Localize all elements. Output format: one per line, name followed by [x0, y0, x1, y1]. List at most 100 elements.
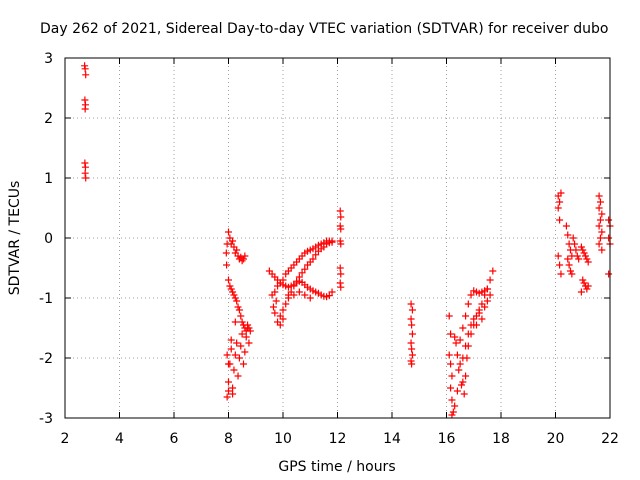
data-point-marker: [234, 303, 242, 311]
data-point-marker: [282, 300, 290, 308]
data-point-marker: [596, 216, 604, 224]
y-tick-labels: -3 -2 -1 0 1 2 3: [39, 51, 53, 427]
data-point-marker: [231, 294, 239, 302]
data-point-marker: [470, 315, 478, 323]
data-point-marker: [556, 216, 564, 224]
data-point-marker: [455, 366, 463, 374]
data-point-marker: [234, 372, 242, 380]
y-tick-label: 1: [44, 171, 53, 187]
y-tick-label: 2: [44, 111, 53, 127]
data-point-marker: [336, 207, 344, 215]
data-point-marker: [407, 315, 415, 323]
x-tick-label: 16: [438, 431, 456, 447]
data-point-marker: [82, 174, 90, 182]
data-point-marker: [595, 192, 603, 200]
data-point-marker: [271, 288, 279, 296]
data-point-marker: [565, 261, 573, 269]
data-point-marker: [226, 282, 234, 290]
data-points: [81, 62, 614, 419]
data-point-marker: [448, 396, 456, 404]
data-point-marker: [301, 291, 309, 299]
data-point-marker: [328, 237, 336, 245]
data-point-marker: [605, 216, 613, 224]
data-point-marker: [573, 252, 581, 260]
data-point-marker: [554, 252, 562, 260]
data-point-marker: [279, 315, 287, 323]
data-point-marker: [452, 339, 460, 347]
data-point-marker: [336, 264, 344, 272]
data-point-marker: [580, 249, 588, 257]
x-tick-label: 6: [170, 431, 179, 447]
data-point-marker: [276, 321, 284, 329]
data-point-marker: [309, 255, 317, 263]
data-point-marker: [598, 210, 606, 218]
data-point-marker: [279, 306, 287, 314]
data-point-marker: [447, 330, 455, 338]
data-point-marker: [449, 408, 457, 416]
data-point-marker: [237, 342, 245, 350]
data-point-marker: [448, 372, 456, 380]
data-point-marker: [445, 351, 453, 359]
data-point-marker: [459, 324, 467, 332]
data-point-marker: [223, 393, 231, 401]
data-point-marker: [229, 390, 237, 398]
data-point-marker: [337, 213, 345, 221]
data-point-marker: [325, 292, 333, 300]
data-point-marker: [238, 318, 246, 326]
data-point-marker: [231, 318, 239, 326]
data-point-marker: [227, 285, 235, 293]
data-point-marker: [298, 269, 306, 277]
data-point-marker: [467, 291, 475, 299]
data-point-marker: [456, 360, 464, 368]
plot-frame: [64, 57, 611, 419]
x-tick-labels: 2 4 6 8 10 12 14 16 18 20 22: [61, 431, 619, 447]
x-tick-label: 14: [383, 431, 401, 447]
data-point-marker: [557, 270, 565, 278]
data-point-marker: [481, 303, 489, 311]
data-point-marker: [447, 360, 455, 368]
data-point-marker: [447, 384, 455, 392]
data-point-marker: [81, 105, 89, 113]
data-point-marker: [272, 297, 280, 305]
data-point-marker: [577, 288, 585, 296]
data-point-marker: [235, 354, 243, 362]
data-point-marker: [464, 330, 472, 338]
data-point-marker: [595, 240, 603, 248]
data-point-marker: [605, 270, 613, 278]
x-tick-label: 4: [115, 431, 124, 447]
data-point-marker: [408, 360, 416, 368]
y-tick-label: 0: [44, 231, 53, 247]
data-point-marker: [233, 246, 241, 254]
data-point-marker: [556, 261, 564, 269]
data-point-marker: [239, 360, 247, 368]
data-point-marker: [579, 246, 587, 254]
x-tick-label: 8: [224, 431, 233, 447]
data-point-marker: [223, 351, 231, 359]
data-point-marker: [453, 387, 461, 395]
data-point-marker: [457, 381, 465, 389]
data-point-marker: [295, 288, 303, 296]
data-point-marker: [241, 252, 249, 260]
data-point-marker: [489, 267, 497, 275]
data-point-marker: [229, 288, 237, 296]
data-point-marker: [408, 351, 416, 359]
data-point-marker: [462, 342, 470, 350]
data-point-marker: [448, 411, 456, 419]
data-point-marker: [337, 283, 345, 291]
data-point-marker: [223, 261, 231, 269]
data-point-marker: [483, 297, 491, 305]
data-point-marker: [564, 231, 572, 239]
data-point-marker: [583, 285, 591, 293]
data-point-marker: [456, 336, 464, 344]
data-point-marker: [605, 234, 613, 242]
y-tick-label: 3: [44, 51, 53, 67]
x-axis-label: GPS time / hours: [278, 459, 395, 475]
chart-title: Day 262 of 2021, Sidereal Day-to-day VTE…: [40, 21, 608, 37]
data-point-marker: [598, 228, 606, 236]
data-point-marker: [464, 300, 472, 308]
data-point-marker: [459, 354, 467, 362]
data-point-marker: [229, 237, 237, 245]
data-point-marker: [568, 270, 576, 278]
data-point-marker: [575, 255, 583, 263]
data-point-marker: [583, 255, 591, 263]
